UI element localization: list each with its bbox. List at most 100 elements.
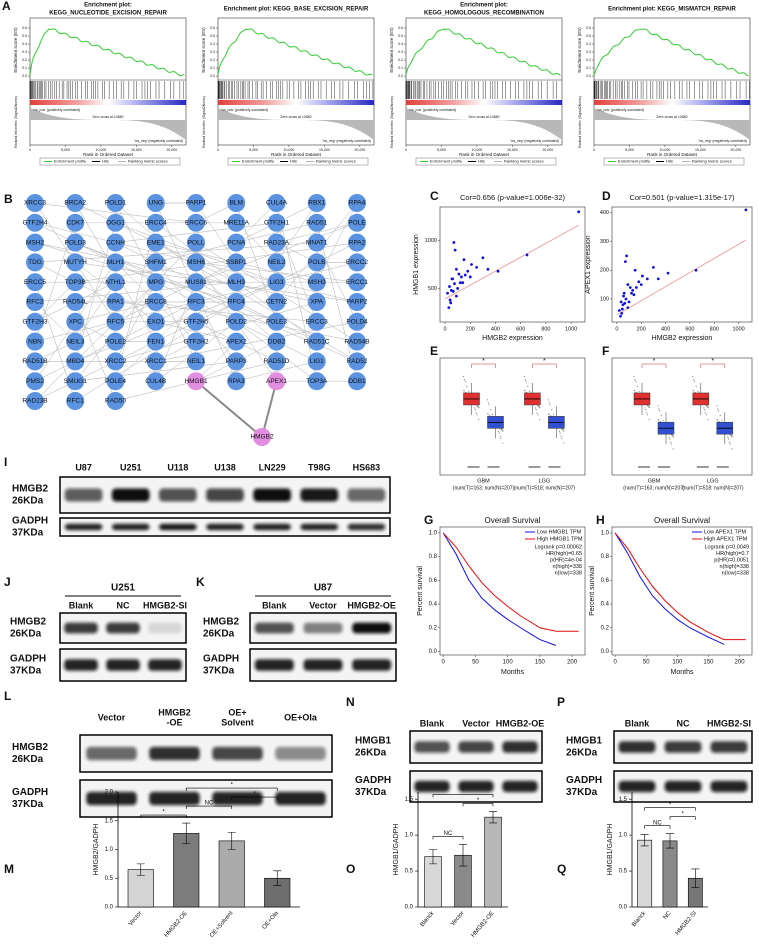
gene-node [106, 332, 125, 351]
point [626, 306, 630, 310]
gene-node [307, 332, 326, 351]
gene-node [227, 352, 246, 371]
gene-label: RPA3 [228, 378, 245, 385]
jitter [729, 443, 731, 445]
y-tick-label: 0.3 [398, 50, 403, 54]
point [481, 256, 485, 260]
significance: * [231, 783, 234, 789]
point [633, 268, 637, 272]
y-tick-label: 0.6 [586, 26, 591, 30]
edge [75, 282, 156, 382]
gene-node [26, 253, 44, 272]
gene-node [26, 293, 44, 311]
lane-label: U251 [120, 462, 142, 472]
pos-label: 'na_pos' (positively correlated) [597, 108, 644, 112]
gene-node [307, 213, 326, 232]
y-label: Percent survival [589, 566, 596, 616]
band [347, 523, 386, 531]
zero-cross: Zero cross at 10680 [92, 115, 123, 119]
jitter [539, 407, 541, 409]
gene-node [267, 194, 286, 212]
band [206, 488, 244, 502]
gene-node [348, 194, 366, 212]
x-tick-label: 20,000 [354, 148, 365, 152]
lane-label: Blank [420, 718, 446, 728]
point [651, 265, 655, 269]
point [457, 272, 461, 276]
jitter [646, 412, 648, 414]
error-bar [489, 811, 497, 824]
edge [155, 321, 237, 342]
legend-label: Low APEX1 TPM [704, 529, 747, 535]
x-label: HMGB2 expression [482, 335, 543, 342]
band [149, 791, 200, 806]
significance: * [653, 358, 656, 365]
x-tick-label: 100 [672, 660, 683, 666]
survival-curve [614, 532, 725, 645]
gene-node [146, 352, 165, 371]
point [486, 267, 490, 271]
point [453, 248, 457, 252]
band [414, 741, 450, 753]
gene-node [348, 352, 366, 371]
gene-label: TDG [28, 259, 42, 266]
point [637, 280, 641, 284]
jitter [645, 409, 647, 411]
gene-node [227, 372, 246, 391]
plot-frame [439, 357, 586, 476]
plot-frame [439, 526, 586, 656]
gene-node [307, 312, 326, 331]
jitter [525, 380, 527, 382]
plot-frame [611, 357, 753, 476]
legend-label: Enrichment profile [430, 159, 463, 164]
y-label: APEX1 expression [585, 235, 592, 293]
jitter [658, 408, 660, 410]
point [448, 285, 451, 288]
y-tick-label: 1.5 [405, 797, 414, 803]
band [159, 523, 197, 531]
edge [34, 282, 76, 322]
gene-label: LIG3 [269, 279, 283, 286]
neg-label: 'na_neg' (negatively correlated) [322, 139, 371, 143]
y-label: HMGB2/GADPH [93, 824, 100, 876]
gene-label: NTHL1 [105, 279, 126, 286]
rank-bar [30, 100, 186, 105]
edge [236, 361, 317, 382]
jitter [468, 390, 470, 392]
hub-edge [261, 380, 278, 438]
jitter [670, 443, 673, 445]
x-tick-label: 20,000 [730, 148, 741, 152]
stat: n(low)=338 [722, 570, 749, 576]
x-label: Months [671, 669, 694, 676]
gene-node [146, 213, 165, 232]
gene-node [187, 352, 205, 371]
lane-label: Vector [462, 718, 490, 728]
panel-label: M [4, 862, 14, 876]
gene-node [66, 332, 85, 351]
band [64, 659, 98, 671]
gene-label: TOP3A [306, 378, 328, 385]
hub-edge [195, 380, 263, 438]
gene-node [348, 293, 366, 311]
x-label: HMGB2 expression [652, 335, 713, 342]
gene-label: SSBP1 [226, 259, 247, 266]
y-label: HMGB1/GADPH [393, 824, 400, 876]
group-label: GBM [477, 478, 490, 484]
error-bar [640, 834, 649, 847]
stat: n(high)=338 [719, 564, 749, 570]
plot-title: Cor=0.656 (p-value=1.006e-32) [460, 193, 566, 202]
x-tick-label: 0 [593, 148, 595, 152]
gene-label: PARP3 [226, 358, 247, 365]
y-label: HMGB1 expression [413, 234, 420, 295]
size-label: 37KDa [10, 666, 42, 677]
rank-bar [218, 100, 374, 105]
gene-node [307, 194, 326, 212]
point [645, 277, 649, 281]
edge [75, 301, 156, 322]
point [656, 277, 660, 281]
plot-title: KEGG_HOMOLOGOUS_RECOMBINATION [424, 11, 544, 17]
survival-curve [614, 532, 746, 641]
x-tick-label: 200 [637, 326, 646, 332]
gene-node [66, 213, 85, 232]
y-tick-label: 0.1 [398, 66, 403, 70]
